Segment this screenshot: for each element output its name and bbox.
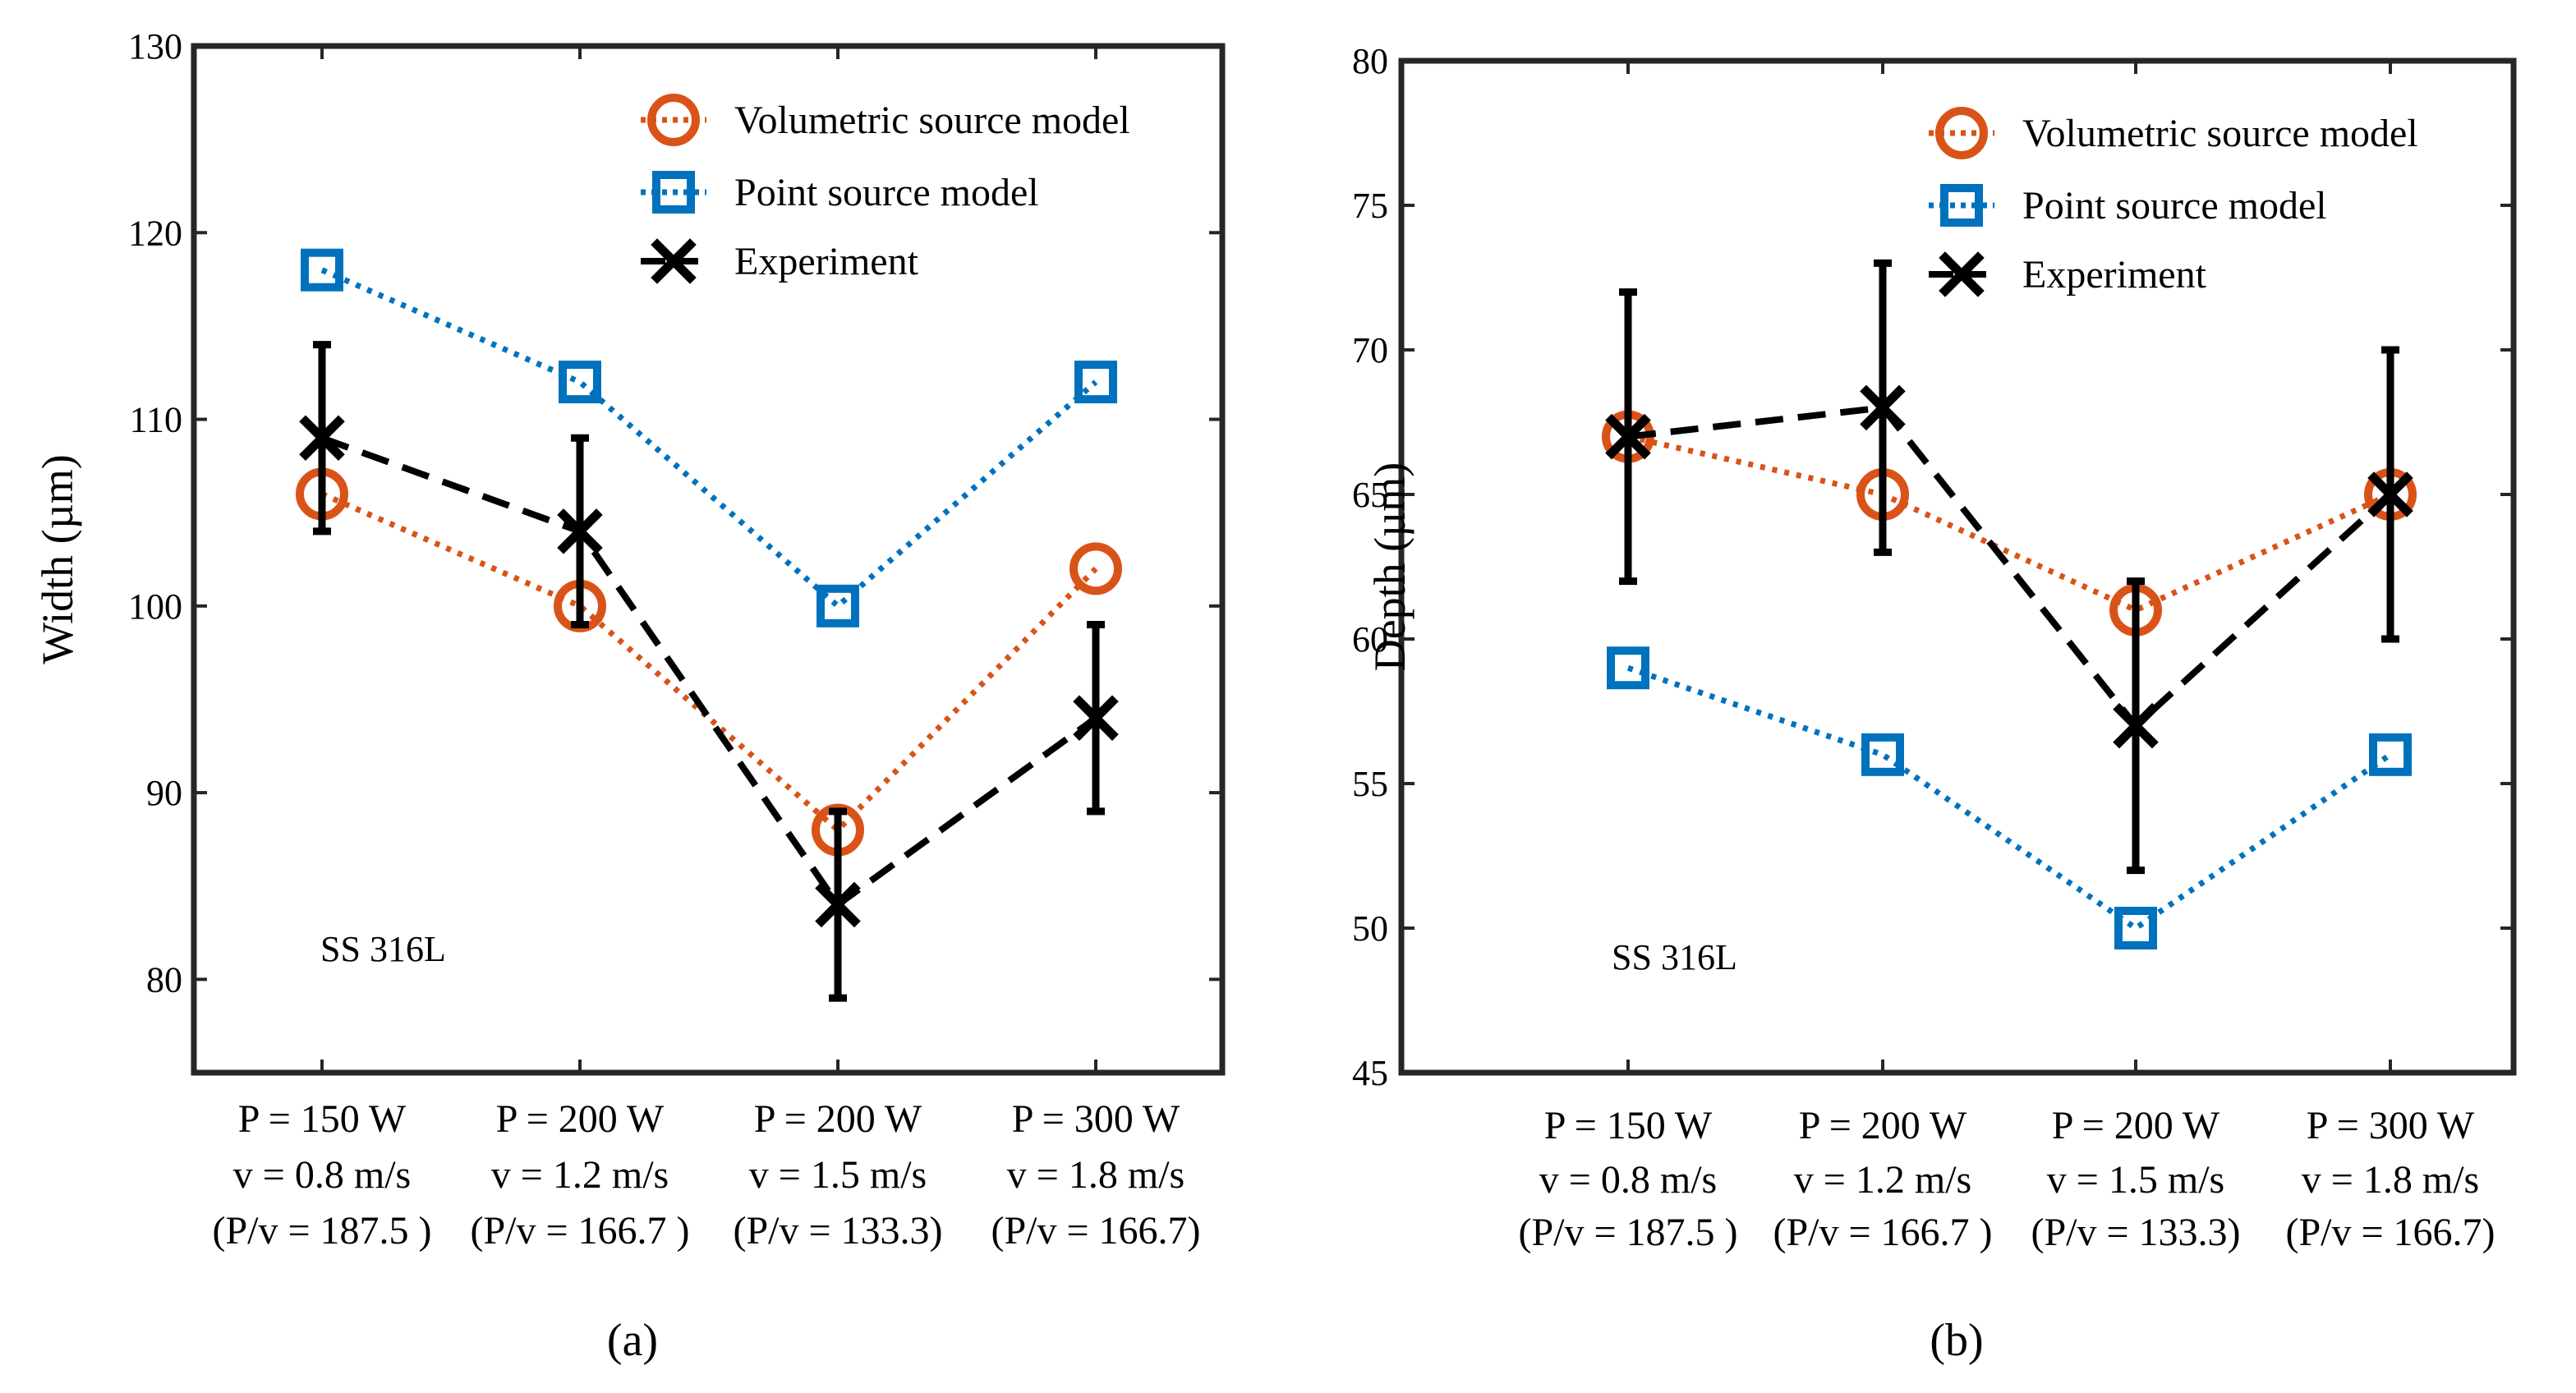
data-point-point: [1074, 361, 1117, 404]
y-tick-label: 65: [1352, 475, 1388, 515]
panel-caption: (b): [1930, 1315, 1983, 1366]
x-category-label-line3: (P/v = 187.5 ): [212, 1209, 431, 1253]
x-category-label-line3: (P/v = 187.5 ): [1518, 1211, 1737, 1254]
data-point-point: [1861, 733, 1904, 776]
data-point-experiment: [1860, 384, 1906, 431]
data-point-point: [816, 584, 859, 628]
x-category-label-line3: (P/v = 166.7 ): [470, 1209, 689, 1253]
x-category-label-line3: (P/v = 166.7): [991, 1209, 1200, 1253]
legend-label-experiment: Experiment: [734, 240, 919, 283]
y-tick-label: 70: [1352, 330, 1388, 370]
y-tick-label: 55: [1352, 764, 1388, 804]
data-point-point: [559, 361, 601, 404]
y-tick-label: 80: [146, 959, 182, 1000]
data-point-experiment: [1073, 695, 1119, 741]
x-category-label-line1: P = 200 W: [754, 1097, 922, 1141]
x-category-label-line1: P = 300 W: [2307, 1104, 2475, 1147]
legend-marker-point: [1940, 184, 1983, 227]
series-line-volumetric: [320, 491, 1098, 834]
y-tick-label: 80: [1352, 41, 1388, 81]
x-category-label-line2: v = 1.5 m/s: [749, 1153, 927, 1197]
x-category-label-line2: v = 0.8 m/s: [233, 1153, 411, 1197]
y-tick-label: 100: [128, 586, 182, 627]
data-point-experiment: [2113, 702, 2159, 749]
annotation-label: SS 316L: [1612, 937, 1737, 977]
legend-marker-volumetric: [647, 94, 700, 146]
x-category-label-line2: v = 1.2 m/s: [1794, 1158, 1971, 1202]
series-line-volumetric: [1627, 434, 2392, 614]
y-tick-label: 90: [146, 773, 182, 813]
x-category-label-line1: P = 200 W: [2052, 1104, 2220, 1147]
x-category-label-line3: (P/v = 166.7): [2285, 1211, 2495, 1254]
legend-marker-experiment: [1939, 251, 1985, 297]
y-tick-label: 120: [128, 213, 182, 253]
legend-marker-volumetric: [1935, 107, 1988, 159]
data-point-experiment: [815, 881, 861, 928]
series-line-point: [1626, 664, 2392, 932]
legend-label-point: Point source model: [734, 171, 1039, 214]
legend-label-volumetric: Volumetric source model: [2022, 112, 2418, 155]
x-category-label-line2: v = 0.8 m/s: [1539, 1158, 1717, 1202]
x-category-label-line2: v = 1.8 m/s: [2302, 1158, 2479, 1202]
data-point-point: [2114, 907, 2157, 949]
data-point-point: [2369, 733, 2412, 776]
legend-label-experiment: Experiment: [2022, 253, 2207, 297]
data-point-point: [301, 248, 343, 292]
x-category-label-line2: v = 1.8 m/s: [1007, 1153, 1184, 1197]
x-category-label-line1: P = 200 W: [1799, 1104, 1967, 1147]
x-category-label-line3: (P/v = 166.7 ): [1773, 1211, 1992, 1254]
y-tick-label: 75: [1352, 186, 1388, 226]
data-point-experiment: [2367, 471, 2413, 517]
chart-panel-b: 45 50 55 60 65 70 75 80 Depth (µm) P = 150 W v = 0…: [1352, 41, 2517, 1366]
axes-frame: [191, 43, 1226, 1076]
series-line-experiment: [320, 434, 1098, 910]
y-tick-label: 130: [128, 26, 182, 67]
y-tick-label: 50: [1352, 908, 1388, 949]
y-tick-label: 60: [1352, 619, 1388, 660]
y-axis-label: Depth (µm): [1365, 462, 1414, 672]
x-category-label-line3: (P/v = 133.3): [733, 1209, 942, 1253]
series-line-experiment: [1627, 404, 2393, 731]
data-point-experiment: [1605, 413, 1651, 460]
annotation-label: SS 316L: [320, 929, 446, 969]
data-point-volumetric: [1070, 542, 1122, 595]
legend-label-volumetric: Volumetric source model: [734, 99, 1130, 142]
series-line-point: [320, 267, 1098, 610]
x-category-label-line1: P = 300 W: [1012, 1097, 1180, 1141]
y-tick-label: 110: [130, 400, 182, 440]
x-category-label-line1: P = 200 W: [496, 1097, 665, 1141]
x-category-label-line3: (P/v = 133.3): [2031, 1211, 2240, 1254]
legend-label-point: Point source model: [2022, 184, 2327, 228]
data-point-experiment: [557, 508, 603, 554]
x-category-label-line2: v = 1.5 m/s: [2047, 1158, 2224, 1202]
axes-frame: [1398, 57, 2517, 1076]
legend-marker-point: [652, 171, 695, 214]
y-tick-label: 45: [1352, 1053, 1388, 1093]
y-axis-label: Width (µm): [33, 454, 82, 664]
x-category-label-line1: P = 150 W: [238, 1097, 407, 1141]
legend-marker-experiment: [651, 238, 697, 284]
data-point-point: [1607, 646, 1649, 690]
chart-panel-a: 80 90 100 110 120 130 Width (µm) P = 150 W v = 0…: [33, 26, 1226, 1366]
data-point-experiment: [299, 415, 345, 462]
x-category-label-line1: P = 150 W: [1544, 1104, 1713, 1147]
panel-caption: (a): [607, 1315, 658, 1366]
x-category-label-line2: v = 1.2 m/s: [491, 1153, 669, 1197]
